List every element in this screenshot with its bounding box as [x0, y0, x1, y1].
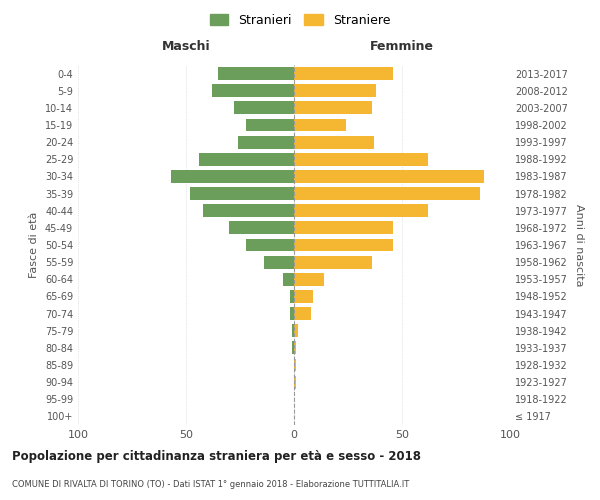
- Bar: [212, 84, 294, 97]
- Bar: [229, 222, 294, 234]
- Bar: [294, 256, 372, 268]
- Bar: [203, 204, 294, 217]
- Bar: [238, 136, 294, 148]
- Bar: [247, 238, 294, 252]
- Bar: [294, 102, 372, 114]
- Text: COMUNE DI RIVALTA DI TORINO (TO) - Dati ISTAT 1° gennaio 2018 - Elaborazione TUT: COMUNE DI RIVALTA DI TORINO (TO) - Dati …: [12, 480, 409, 489]
- Bar: [171, 170, 294, 183]
- Bar: [290, 290, 294, 303]
- Bar: [264, 256, 294, 268]
- Y-axis label: Fasce di età: Fasce di età: [29, 212, 39, 278]
- Bar: [199, 153, 294, 166]
- Bar: [218, 67, 294, 80]
- Text: Maschi: Maschi: [161, 40, 211, 53]
- Bar: [190, 187, 294, 200]
- Legend: Stranieri, Straniere: Stranieri, Straniere: [205, 8, 395, 32]
- Bar: [294, 67, 394, 80]
- Bar: [294, 153, 428, 166]
- Bar: [290, 307, 294, 320]
- Bar: [294, 324, 298, 337]
- Bar: [247, 118, 294, 132]
- Bar: [294, 273, 324, 285]
- Bar: [294, 136, 374, 148]
- Text: Popolazione per cittadinanza straniera per età e sesso - 2018: Popolazione per cittadinanza straniera p…: [12, 450, 421, 463]
- Bar: [292, 342, 294, 354]
- Bar: [233, 102, 294, 114]
- Y-axis label: Anni di nascita: Anni di nascita: [574, 204, 584, 286]
- Text: Femmine: Femmine: [370, 40, 434, 53]
- Bar: [294, 376, 296, 388]
- Bar: [283, 273, 294, 285]
- Bar: [294, 84, 376, 97]
- Bar: [294, 290, 313, 303]
- Bar: [292, 324, 294, 337]
- Bar: [294, 342, 296, 354]
- Bar: [294, 118, 346, 132]
- Bar: [294, 358, 296, 372]
- Bar: [294, 204, 428, 217]
- Bar: [294, 187, 480, 200]
- Bar: [294, 170, 484, 183]
- Bar: [294, 238, 394, 252]
- Bar: [294, 222, 394, 234]
- Bar: [294, 307, 311, 320]
